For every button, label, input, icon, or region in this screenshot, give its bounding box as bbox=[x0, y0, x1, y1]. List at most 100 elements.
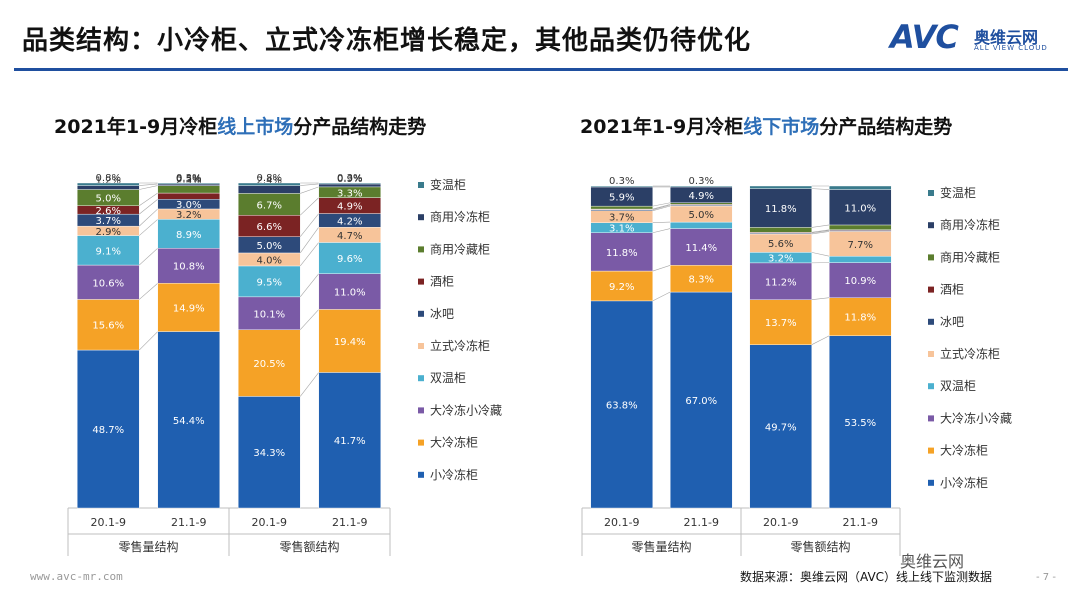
series-connector-line bbox=[652, 221, 671, 223]
bar-data-label: 3.1% bbox=[609, 224, 634, 235]
legend-entry: 双温柜 bbox=[940, 379, 976, 393]
x-tick-label: 21.1-9 bbox=[843, 516, 878, 529]
bar-segment bbox=[157, 247, 220, 284]
legend-swatch bbox=[928, 286, 934, 293]
bar-segment bbox=[77, 264, 140, 300]
bar-segment bbox=[318, 309, 381, 373]
bar-segment bbox=[157, 219, 220, 249]
bar-data-label: 11.4% bbox=[685, 243, 717, 254]
series-connector-line bbox=[139, 208, 158, 227]
legend-entry: 大冷冻小冷藏 bbox=[940, 410, 1012, 425]
bar-segment bbox=[318, 372, 381, 509]
bar-segment bbox=[238, 185, 301, 194]
bar-data-label: 5.6% bbox=[768, 239, 793, 250]
bar-data-label: 10.9% bbox=[844, 276, 876, 287]
bar-data-label: 3.0% bbox=[176, 200, 201, 211]
series-connector-line bbox=[811, 230, 830, 234]
bar-data-label: 63.8% bbox=[606, 400, 638, 411]
bar-data-label: 4.9% bbox=[689, 191, 714, 202]
page-number: - 7 - bbox=[1036, 572, 1056, 583]
bar-data-label: 20.5% bbox=[253, 359, 285, 370]
legend-swatch bbox=[928, 222, 934, 229]
bar-segment bbox=[829, 262, 892, 298]
bar-segment bbox=[157, 185, 220, 194]
legend-swatch bbox=[928, 190, 934, 196]
bar-data-label: 3.7% bbox=[96, 216, 121, 227]
bar-data-label: 11.0% bbox=[334, 288, 366, 299]
legend-entry: 小冷冻柜 bbox=[430, 467, 478, 482]
series-connector-line bbox=[652, 202, 671, 207]
bar-segment bbox=[749, 344, 812, 509]
bar-segment bbox=[77, 299, 140, 351]
bar-data-label-small: 0.5% bbox=[176, 174, 201, 185]
legend-swatch bbox=[418, 375, 424, 382]
bar-data-label: 11.0% bbox=[844, 203, 876, 214]
bar-segment bbox=[318, 242, 381, 274]
bar-data-label: 3.2% bbox=[768, 254, 793, 265]
series-connector-line bbox=[139, 183, 158, 186]
legend-entry: 大冷冻柜 bbox=[940, 443, 988, 458]
wechat-account: 奥维云网 bbox=[900, 552, 965, 571]
bar-data-label: 53.5% bbox=[844, 418, 876, 429]
series-connector-line bbox=[139, 219, 158, 236]
legend-entry: 立式冷冻柜 bbox=[940, 346, 1000, 361]
bar-segment bbox=[590, 300, 653, 509]
legend-swatch bbox=[928, 254, 934, 261]
bar-data-label-small: 0.3% bbox=[176, 173, 201, 184]
bar-data-label: 15.6% bbox=[92, 321, 124, 332]
bar-data-label-small: 2.3% bbox=[176, 176, 201, 187]
series-connector-line bbox=[652, 291, 671, 302]
legend-swatch bbox=[928, 447, 934, 454]
series-connector-line bbox=[139, 192, 158, 206]
legend-swatch bbox=[418, 246, 424, 253]
series-connector-line bbox=[300, 186, 319, 194]
offline-chart-title: 2021年1-9月冷柜线下市场分产品结构走势 bbox=[580, 116, 953, 138]
bar-data-label: 10.8% bbox=[173, 262, 205, 273]
bar-data-label: 5.9% bbox=[609, 193, 634, 204]
bar-segment bbox=[238, 296, 301, 330]
series-connector-line bbox=[300, 213, 319, 237]
x-tick-label: 21.1-9 bbox=[684, 516, 719, 529]
bar-segment bbox=[157, 331, 220, 509]
series-connector-line bbox=[300, 309, 319, 330]
series-connector-line bbox=[139, 282, 158, 300]
bar-data-label: 48.7% bbox=[92, 425, 124, 436]
series-connector-line bbox=[652, 204, 671, 210]
series-connector-line bbox=[652, 204, 671, 210]
legend-entry: 商用冷藏柜 bbox=[940, 249, 1000, 264]
x-tick-label: 20.1-9 bbox=[763, 516, 798, 529]
legend-entry: 大冷冻柜 bbox=[430, 435, 478, 450]
series-connector-line bbox=[300, 242, 319, 267]
avc-logo: AVC 奥维云网 ALL VIEW CLOUD bbox=[890, 16, 1060, 60]
bar-data-label: 4.9% bbox=[337, 202, 362, 213]
legend-swatch bbox=[418, 278, 424, 285]
series-connector-line bbox=[811, 224, 830, 228]
bar-segment bbox=[238, 396, 301, 509]
legend-entry: 变温柜 bbox=[940, 185, 976, 200]
bar-data-label: 2.6% bbox=[96, 206, 121, 217]
bar-segment bbox=[670, 202, 733, 205]
group-label: 零售量结构 bbox=[118, 539, 178, 554]
bar-segment bbox=[238, 329, 301, 397]
bar-data-label: 11.8% bbox=[606, 248, 638, 259]
x-tick-label: 20.1-9 bbox=[252, 516, 287, 529]
series-connector-line bbox=[300, 227, 319, 254]
series-connector-line bbox=[811, 335, 830, 345]
bar-data-label: 41.7% bbox=[334, 436, 366, 447]
legend-swatch bbox=[418, 214, 424, 221]
legend-entry: 酒柜 bbox=[940, 283, 964, 297]
series-connector-line bbox=[652, 265, 671, 272]
group-label: 零售额结构 bbox=[790, 539, 850, 554]
bar-data-label: 67.0% bbox=[685, 396, 717, 407]
x-tick-label: 21.1-9 bbox=[171, 516, 206, 529]
bar-data-label: 3.2% bbox=[176, 210, 201, 221]
bar-data-label: 19.4% bbox=[334, 337, 366, 348]
legend-entry: 双温柜 bbox=[430, 371, 466, 385]
legend-entry: 大冷冻小冷藏 bbox=[430, 402, 502, 417]
bar-data-label: 8.3% bbox=[689, 275, 714, 286]
legend-entry: 变温柜 bbox=[430, 177, 466, 192]
series-connector-line bbox=[300, 372, 319, 397]
bar-segment bbox=[238, 182, 301, 186]
header-divider bbox=[14, 68, 1068, 71]
bar-data-label: 10.1% bbox=[253, 309, 285, 320]
